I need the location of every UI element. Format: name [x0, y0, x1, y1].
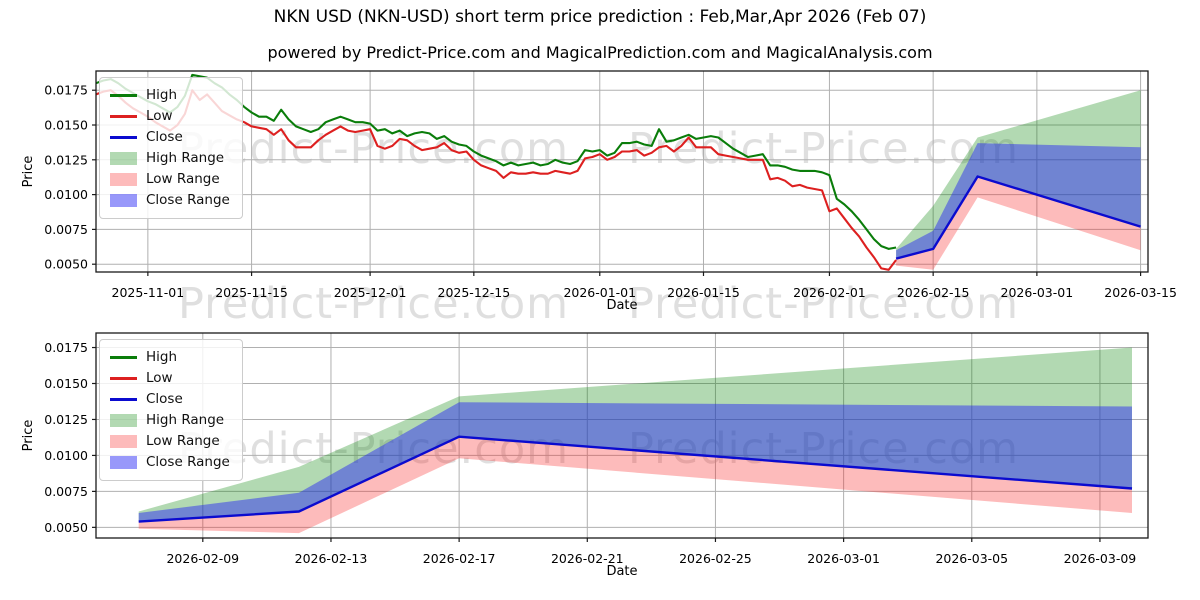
svg-text:0.0050: 0.0050: [44, 520, 88, 535]
low-range-swatch-icon: [110, 435, 137, 448]
legend-item: High: [110, 85, 230, 106]
svg-text:2026-02-15: 2026-02-15: [897, 285, 970, 300]
svg-text:2026-02-25: 2026-02-25: [679, 551, 752, 566]
svg-text:0.0100: 0.0100: [44, 187, 88, 202]
svg-text:2025-11-01: 2025-11-01: [112, 285, 185, 300]
svg-text:0.0075: 0.0075: [44, 222, 88, 237]
close-range-swatch-icon: [110, 194, 137, 207]
svg-text:2026-02-09: 2026-02-09: [166, 551, 239, 566]
legend-item: Low: [110, 106, 230, 127]
legend-item: Close Range: [110, 190, 230, 211]
svg-text:0.0125: 0.0125: [44, 152, 88, 167]
legend-label: Close Range: [146, 191, 230, 208]
svg-text:Date: Date: [606, 298, 637, 313]
high-swatch-icon: [110, 356, 137, 359]
figure-subtitle: powered by Predict-Price.com and Magical…: [267, 43, 933, 62]
svg-text:0.0175: 0.0175: [44, 83, 88, 98]
svg-text:0.0075: 0.0075: [44, 484, 88, 499]
legend-item: Close Range: [110, 452, 230, 473]
legend-label: Close: [146, 128, 183, 145]
legend-label: Low: [146, 369, 173, 386]
svg-text:2025-11-15: 2025-11-15: [215, 285, 288, 300]
high-swatch-icon: [110, 94, 137, 97]
legend-item: Close: [110, 127, 230, 148]
svg-text:2026-03-05: 2026-03-05: [935, 551, 1008, 566]
svg-text:0.0050: 0.0050: [44, 257, 88, 272]
svg-text:2026-03-01: 2026-03-01: [807, 551, 880, 566]
legend-label: Low Range: [146, 170, 220, 187]
legend-top-chart: High Low Close High Range Low Range Close Ran…: [99, 77, 243, 219]
svg-text:0.0150: 0.0150: [44, 118, 88, 133]
svg-text:2026-03-15: 2026-03-15: [1104, 285, 1177, 300]
low-swatch-icon: [110, 377, 137, 380]
svg-text:2026-01-15: 2026-01-15: [667, 285, 740, 300]
svg-text:2026-03-09: 2026-03-09: [1064, 551, 1137, 566]
svg-text:2025-12-01: 2025-12-01: [334, 285, 407, 300]
figure-title: NKN USD (NKN-USD) short term price predi…: [273, 7, 927, 27]
svg-text:Price: Price: [21, 420, 36, 452]
svg-text:2026-02-17: 2026-02-17: [423, 551, 496, 566]
low-swatch-icon: [110, 115, 137, 118]
legend-item: Low Range: [110, 169, 230, 190]
svg-text:Price: Price: [21, 156, 36, 188]
legend-item: High: [110, 347, 230, 368]
svg-text:0.0150: 0.0150: [44, 376, 88, 391]
close-range-swatch-icon: [110, 456, 137, 469]
legend-label: High Range: [146, 411, 225, 428]
svg-text:0.0100: 0.0100: [44, 448, 88, 463]
legend-label: Low: [146, 107, 173, 124]
legend-item: High Range: [110, 410, 230, 431]
svg-text:0.0125: 0.0125: [44, 412, 88, 427]
legend-item: Low: [110, 368, 230, 389]
svg-text:2026-01-01: 2026-01-01: [563, 285, 636, 300]
close-swatch-icon: [110, 398, 137, 401]
svg-text:2026-02-01: 2026-02-01: [793, 285, 866, 300]
legend-item: Close: [110, 389, 230, 410]
legend-label: High Range: [146, 149, 225, 166]
svg-text:Date: Date: [606, 564, 637, 579]
low-range-swatch-icon: [110, 173, 137, 186]
legend-label: Low Range: [146, 432, 220, 449]
svg-text:2026-02-21: 2026-02-21: [551, 551, 624, 566]
close-swatch-icon: [110, 136, 137, 139]
legend-label: Close Range: [146, 453, 230, 470]
legend-label: High: [146, 348, 178, 365]
high-range-swatch-icon: [110, 414, 137, 427]
svg-text:2025-12-15: 2025-12-15: [438, 285, 511, 300]
legend-item: High Range: [110, 148, 230, 169]
legend-bottom-chart: High Low Close High Range Low Range Close Ran…: [99, 339, 243, 481]
legend-item: Low Range: [110, 431, 230, 452]
high-range-swatch-icon: [110, 152, 137, 165]
legend-label: High: [146, 86, 178, 103]
legend-label: Close: [146, 390, 183, 407]
svg-text:0.0175: 0.0175: [44, 340, 88, 355]
svg-text:2026-02-13: 2026-02-13: [295, 551, 368, 566]
svg-text:2026-03-01: 2026-03-01: [1001, 285, 1074, 300]
